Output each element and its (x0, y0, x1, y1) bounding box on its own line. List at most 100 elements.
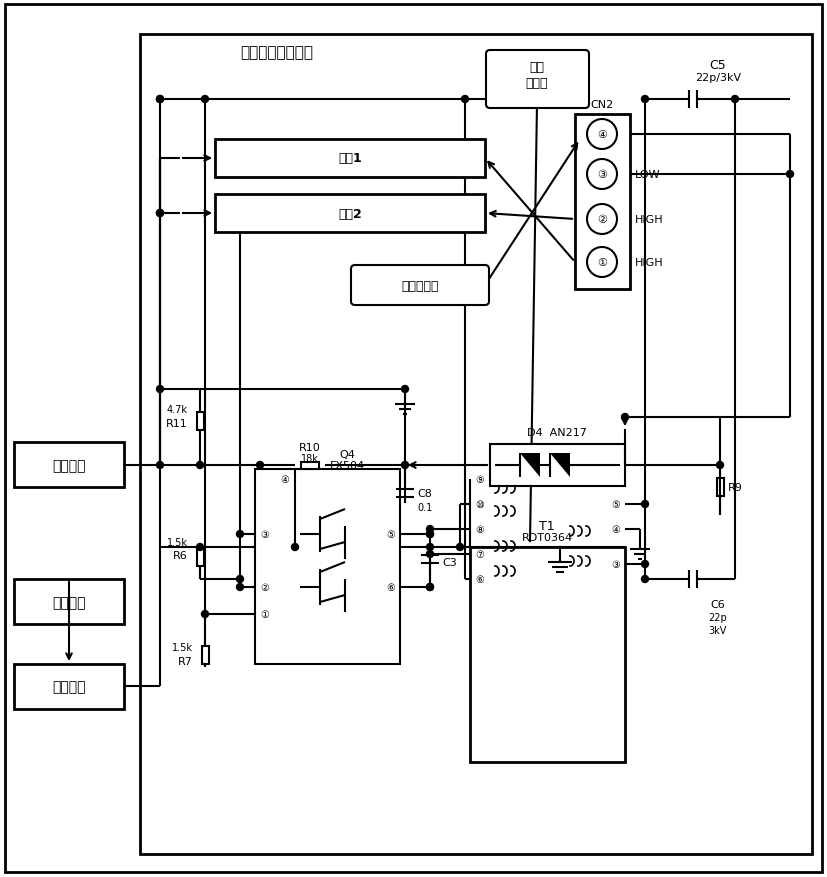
Bar (575, 115, 630, 289)
Circle shape (622, 414, 629, 421)
Text: 驱动电路: 驱动电路 (52, 679, 86, 693)
Text: RDT0364: RDT0364 (522, 532, 572, 542)
Bar (14, 443, 124, 488)
Circle shape (786, 171, 793, 178)
Circle shape (642, 96, 648, 103)
Text: ⑧: ⑧ (475, 524, 484, 534)
Text: ⑤: ⑤ (611, 499, 620, 510)
Circle shape (156, 210, 164, 217)
Text: 灯管1: 灯管1 (338, 153, 362, 165)
Text: 4.7k: 4.7k (167, 404, 188, 415)
Text: T1: T1 (539, 519, 555, 531)
Circle shape (427, 584, 433, 591)
Text: ⑩: ⑩ (475, 499, 484, 510)
Circle shape (237, 584, 243, 591)
Circle shape (461, 96, 469, 103)
Text: LOW: LOW (635, 170, 661, 180)
Circle shape (587, 160, 617, 189)
Bar (14, 580, 124, 624)
Bar (301, 462, 319, 469)
Bar (215, 139, 485, 178)
Circle shape (642, 561, 648, 567)
Bar (197, 548, 204, 567)
Polygon shape (520, 453, 540, 477)
Circle shape (202, 610, 208, 617)
Circle shape (716, 462, 724, 469)
Circle shape (427, 544, 433, 551)
Circle shape (197, 544, 203, 551)
Circle shape (587, 247, 617, 278)
Text: FX504: FX504 (329, 460, 365, 470)
Text: 3kV: 3kV (709, 625, 727, 635)
Text: ④: ④ (280, 474, 289, 484)
Bar (717, 479, 724, 496)
Circle shape (587, 204, 617, 235)
Text: ④: ④ (597, 130, 607, 139)
Text: 高压输出形成电路: 高压输出形成电路 (240, 46, 313, 61)
Text: HIGH: HIGH (635, 258, 663, 267)
Text: ①: ① (597, 258, 607, 267)
Circle shape (427, 531, 433, 538)
Circle shape (401, 462, 409, 469)
Text: 升压: 升压 (529, 61, 544, 74)
Circle shape (156, 386, 164, 393)
Circle shape (642, 576, 648, 583)
FancyBboxPatch shape (351, 266, 489, 306)
Circle shape (156, 96, 164, 103)
Circle shape (427, 584, 433, 591)
Text: 变压器: 变压器 (526, 76, 548, 89)
Circle shape (291, 544, 299, 551)
Circle shape (732, 96, 739, 103)
Circle shape (156, 210, 164, 217)
Text: Q4: Q4 (339, 450, 355, 460)
Text: 22p: 22p (709, 612, 728, 623)
Bar (14, 664, 124, 709)
Circle shape (237, 531, 243, 538)
Text: D4  AN217: D4 AN217 (527, 427, 587, 438)
Bar (255, 469, 400, 664)
Circle shape (156, 462, 164, 469)
Bar (490, 445, 625, 487)
Text: HIGH: HIGH (635, 215, 663, 225)
Text: C6: C6 (710, 599, 725, 610)
Text: R10: R10 (299, 443, 321, 453)
Text: ⑥: ⑥ (475, 574, 484, 584)
Text: ⑦: ⑦ (475, 549, 484, 560)
Circle shape (401, 386, 409, 393)
Bar (197, 412, 204, 431)
Text: C5: C5 (710, 59, 726, 71)
Text: ②: ② (597, 215, 607, 225)
Text: ③: ③ (597, 170, 607, 180)
Text: 18k: 18k (301, 453, 319, 463)
Text: ③: ③ (260, 530, 269, 539)
FancyBboxPatch shape (486, 51, 589, 109)
Bar (140, 35, 812, 854)
Text: 启动电路: 启动电路 (52, 595, 86, 610)
Circle shape (427, 531, 433, 538)
Text: ④: ④ (611, 524, 620, 534)
Bar (470, 547, 625, 762)
Circle shape (427, 551, 433, 558)
Text: CN2: CN2 (590, 100, 614, 110)
Text: C3: C3 (442, 558, 457, 567)
Circle shape (156, 96, 164, 103)
Text: R11: R11 (166, 418, 188, 429)
Circle shape (202, 96, 208, 103)
Text: 灯管2: 灯管2 (338, 207, 362, 220)
Text: R9: R9 (728, 482, 743, 493)
Circle shape (256, 462, 264, 469)
Text: R6: R6 (173, 551, 188, 560)
Text: ③: ③ (611, 560, 620, 569)
Text: ⑨: ⑨ (475, 474, 484, 484)
Text: 振荡电路: 振荡电路 (52, 459, 86, 473)
Text: C8: C8 (417, 488, 432, 498)
Polygon shape (550, 453, 570, 477)
Text: 1.5k: 1.5k (172, 642, 193, 652)
Text: 1.5k: 1.5k (167, 538, 188, 547)
Circle shape (587, 120, 617, 150)
Circle shape (197, 462, 203, 469)
Circle shape (237, 576, 243, 583)
Text: ①: ① (260, 610, 269, 619)
Bar (202, 646, 209, 664)
Text: ⑥: ⑥ (386, 582, 395, 592)
